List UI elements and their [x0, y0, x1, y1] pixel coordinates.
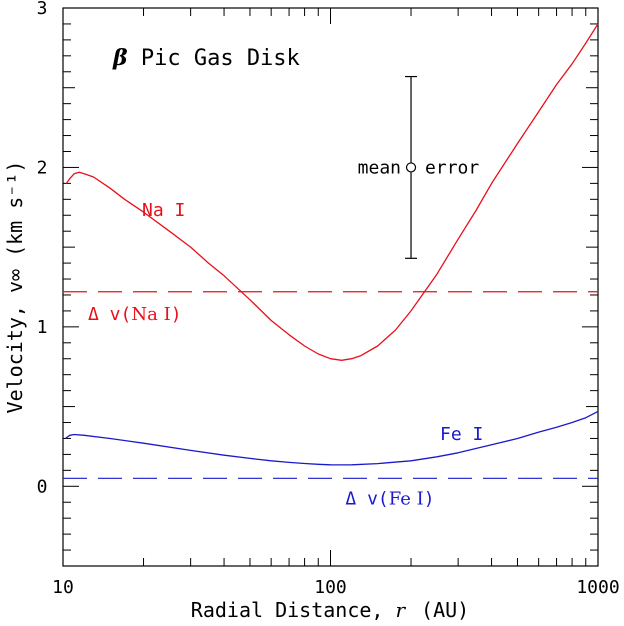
series-label: Fe I	[440, 424, 483, 445]
plot-frame	[62, 7, 599, 567]
reference-label-prefix: Δ v(	[88, 304, 131, 325]
y-tick-label: 1	[37, 317, 48, 338]
series-line-na-i	[65, 23, 599, 361]
x-axis-label: Radial Distance, r (AU)	[191, 598, 469, 622]
error-bar-label-right: error	[425, 157, 479, 178]
reference-label-species: Na I	[131, 304, 170, 325]
reference-line-label: Δ v(Fe I)	[345, 488, 434, 509]
error-bar-label-left: mean	[358, 157, 401, 178]
x-tick-label: 1000	[576, 577, 619, 598]
reference-label-species: Fe I	[389, 488, 424, 509]
series-line-fe-i	[64, 410, 599, 466]
error-bar-mean-point	[405, 162, 417, 173]
series-label: Na I	[142, 200, 185, 221]
reference-label-prefix: Δ v(	[345, 488, 388, 509]
y-tick-label: 0	[37, 476, 48, 497]
chart-title-text: Pic Gas Disk	[128, 46, 300, 71]
y-axis-label: Velocity, v∞ (km s⁻¹)	[3, 161, 27, 414]
axis-ticks: 10 100 1000 0 1 2 3	[37, 0, 620, 598]
chart-title-symbol: β	[112, 45, 128, 71]
x-tick-label: 10	[52, 577, 74, 598]
x-tick-label: 100	[314, 577, 347, 598]
reference-label-suffix: )	[171, 304, 182, 325]
reference-line-label: Δ v(Na I)	[88, 304, 182, 325]
y-tick-label: 3	[37, 0, 48, 19]
chart-title: β Pic Gas Disk	[112, 45, 300, 71]
y-tick-label: 2	[37, 157, 48, 178]
reference-label-suffix: )	[424, 488, 435, 509]
